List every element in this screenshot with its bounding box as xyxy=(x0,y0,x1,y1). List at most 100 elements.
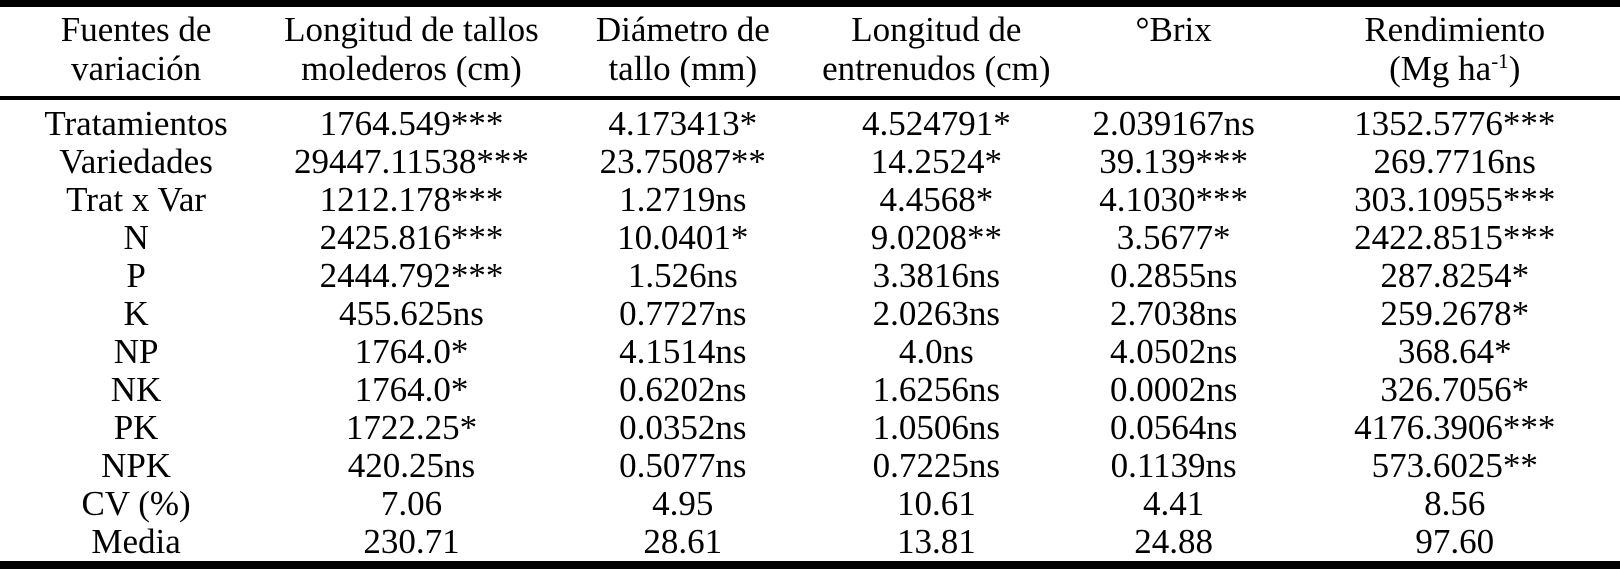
cell: 259.2678* xyxy=(1380,294,1530,333)
cell: 4176.3906*** xyxy=(1354,408,1556,447)
table-row: PK 1722.25* 0.0352ns 1.0506ns 0.0564ns 4… xyxy=(0,409,1620,447)
cell: 1.6256ns xyxy=(872,370,1000,409)
header-row: Fuentes de variación Longitud de tallos … xyxy=(0,3,1620,100)
col-header-diametro-tallo: Diámetro de tallo (mm) xyxy=(550,3,815,100)
header-line: Longitud de xyxy=(851,10,1022,49)
col-header-rendimiento: Rendimiento (Mg ha-1) xyxy=(1289,3,1620,100)
cell: 2422.8515*** xyxy=(1354,218,1556,257)
row-label: PK xyxy=(113,408,159,447)
cell: 4.1514ns xyxy=(619,332,747,371)
header-line: molederos (cm) xyxy=(301,49,522,88)
table-row: Tratamientos 1764.549*** 4.173413* 4.524… xyxy=(0,98,1620,143)
header-line: variación xyxy=(70,49,202,88)
cell: 1.0506ns xyxy=(872,408,1000,447)
cell: 303.10955*** xyxy=(1354,180,1556,219)
cell: 2.0263ns xyxy=(872,294,1000,333)
table-row: Media 230.71 28.61 13.81 24.88 97.60 xyxy=(0,523,1620,565)
cell: 573.6025** xyxy=(1371,446,1538,485)
row-label: NPK xyxy=(101,446,172,485)
cell: 4.0502ns xyxy=(1109,332,1238,371)
header-line: Longitud de tallos xyxy=(284,10,539,49)
cell: 1.2719ns xyxy=(619,180,747,219)
cell: 1722.25* xyxy=(345,408,478,447)
cell: 97.60 xyxy=(1415,522,1495,561)
row-label: Variedades xyxy=(59,142,213,181)
row-label: N xyxy=(123,218,149,257)
cell: 4.1030*** xyxy=(1099,180,1249,219)
cell: 1764.0* xyxy=(354,332,469,371)
cell: 287.8254* xyxy=(1380,256,1530,295)
header-line: Fuentes de xyxy=(60,10,212,49)
cell: 4.0ns xyxy=(898,332,974,371)
row-label: Tratamientos xyxy=(44,104,228,143)
col-header-longitud-entrenudos: Longitud de entrenudos (cm) xyxy=(814,3,1058,100)
cell: 4.41 xyxy=(1143,484,1205,523)
cell: 7.06 xyxy=(380,484,443,523)
cell: 3.5677* xyxy=(1116,218,1231,257)
cell: 10.0401* xyxy=(617,218,749,257)
header-line: Diámetro de xyxy=(595,10,770,49)
cell: 1352.5776*** xyxy=(1354,104,1556,143)
header-line-unit: (Mg ha-1) xyxy=(1389,49,1521,88)
cell: 0.7727ns xyxy=(619,294,747,333)
row-label: NK xyxy=(110,370,162,409)
table-row: NK 1764.0* 0.6202ns 1.6256ns 0.0002ns 32… xyxy=(0,371,1620,409)
cell: 39.139*** xyxy=(1099,142,1249,181)
cell: 0.0352ns xyxy=(619,408,747,447)
row-label: CV (%) xyxy=(81,484,191,523)
cell: 0.0564ns xyxy=(1109,408,1238,447)
cell: 2425.816*** xyxy=(319,218,504,257)
header-line: tallo (mm) xyxy=(608,49,758,88)
cell: 269.7716ns xyxy=(1373,142,1536,181)
cell: 420.25ns xyxy=(347,446,476,485)
table-row: Trat x Var 1212.178*** 1.2719ns 4.4568* … xyxy=(0,181,1620,219)
superscript-minus-one: -1 xyxy=(1491,49,1509,73)
cell: 4.4568* xyxy=(879,180,994,219)
row-label: Trat x Var xyxy=(66,180,207,219)
cell: 14.2524* xyxy=(870,142,1002,181)
cell: 13.81 xyxy=(896,522,976,561)
cell: 326.7056* xyxy=(1380,370,1530,409)
cell: 0.2855ns xyxy=(1109,256,1238,295)
cell: 8.56 xyxy=(1424,484,1486,523)
cell: 4.95 xyxy=(652,484,714,523)
table-row: P 2444.792*** 1.526ns 3.3816ns 0.2855ns … xyxy=(0,257,1620,295)
row-label: NP xyxy=(113,332,159,371)
cell: 230.71 xyxy=(363,522,460,561)
cell: 23.75087** xyxy=(599,142,766,181)
cell: 0.5077ns xyxy=(619,446,747,485)
table-row: NPK 420.25ns 0.5077ns 0.7225ns 0.1139ns … xyxy=(0,447,1620,485)
table-row: N 2425.816*** 10.0401* 9.0208** 3.5677* … xyxy=(0,219,1620,257)
cell: 1.526ns xyxy=(627,256,738,295)
col-header-longitud-tallos-molederos: Longitud de tallos molederos (cm) xyxy=(272,3,551,100)
cell: 4.524791* xyxy=(861,104,1011,143)
table-row: K 455.625ns 0.7727ns 2.0263ns 2.7038ns 2… xyxy=(0,295,1620,333)
table-row: CV (%) 7.06 4.95 10.61 4.41 8.56 xyxy=(0,485,1620,523)
cell: 28.61 xyxy=(643,522,723,561)
cell: 4.173413* xyxy=(608,104,758,143)
cell: 3.3816ns xyxy=(872,256,1000,295)
cell: 10.61 xyxy=(896,484,976,523)
cell: 0.6202ns xyxy=(619,370,747,409)
table-row: Variedades 29447.11538*** 23.75087** 14.… xyxy=(0,143,1620,181)
cell: 1764.0* xyxy=(354,370,469,409)
cell: 0.0002ns xyxy=(1109,370,1238,409)
cell: 368.64* xyxy=(1397,332,1512,371)
cell: 0.1139ns xyxy=(1110,446,1237,485)
cell: 455.625ns xyxy=(339,294,484,333)
cell: 1212.178*** xyxy=(319,180,504,219)
row-label: K xyxy=(123,294,149,333)
cell: 2444.792*** xyxy=(319,256,504,295)
col-header-brix: °Brix xyxy=(1057,3,1290,100)
cell: 1764.549*** xyxy=(319,104,504,143)
cell: 29447.11538*** xyxy=(293,142,529,181)
col-header-fuentes-de-variacion: Fuentes de variación xyxy=(0,3,273,100)
row-label: P xyxy=(126,256,146,295)
cell: 2.7038ns xyxy=(1109,294,1238,333)
header-line: °Brix xyxy=(1135,10,1212,49)
table-row: NP 1764.0* 4.1514ns 4.0ns 4.0502ns 368.6… xyxy=(0,333,1620,371)
cell: 24.88 xyxy=(1134,522,1214,561)
header-line: entrenudos (cm) xyxy=(822,49,1051,88)
cell: 2.039167ns xyxy=(1092,104,1255,143)
